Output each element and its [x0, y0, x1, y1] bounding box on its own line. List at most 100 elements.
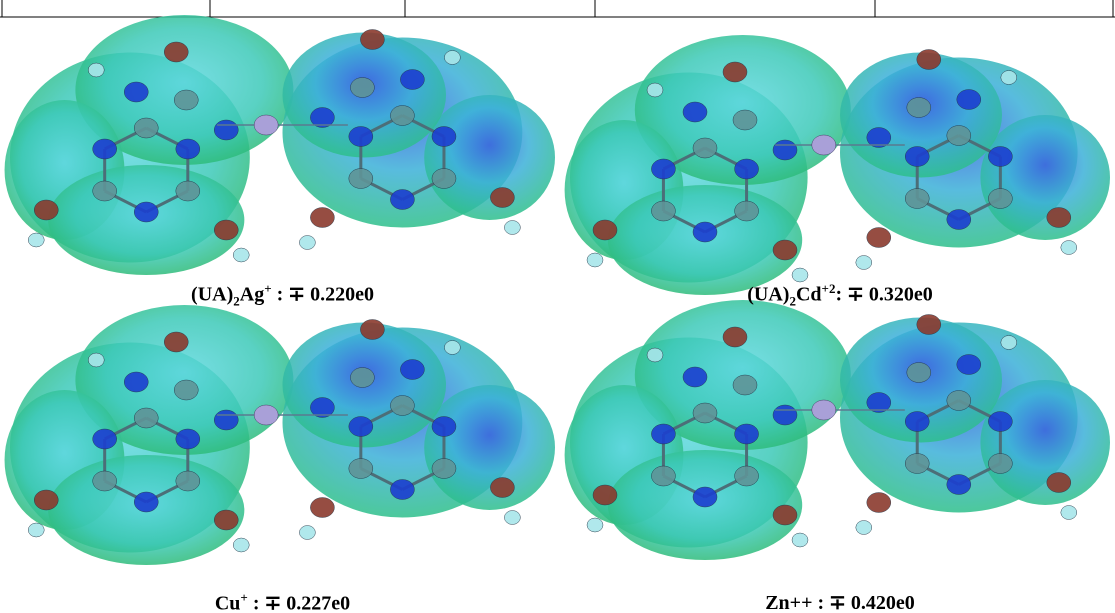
atom: [310, 208, 334, 228]
atom: [124, 82, 148, 102]
atom: [988, 412, 1012, 432]
atom: [214, 220, 238, 240]
atom: [444, 341, 460, 355]
atom: [735, 424, 759, 444]
atom: [174, 90, 198, 110]
atom: [593, 220, 617, 240]
atom: [907, 363, 931, 383]
atom: [693, 138, 717, 158]
atom: [773, 405, 797, 425]
atom: [1001, 336, 1017, 350]
atom: [947, 475, 971, 495]
atom: [390, 396, 414, 416]
atom: [214, 410, 238, 430]
atom: [176, 139, 200, 159]
atom: [587, 518, 603, 532]
atom: [905, 454, 929, 474]
atom: [905, 147, 929, 167]
atom: [400, 360, 424, 380]
atom: [134, 118, 158, 138]
atom: [164, 332, 188, 352]
atom: [400, 70, 424, 90]
atom: [651, 466, 675, 486]
atom: [349, 459, 373, 479]
atom: [733, 110, 757, 130]
atom: [723, 327, 747, 347]
atom: [693, 222, 717, 242]
atom: [28, 523, 44, 537]
atom: [299, 526, 315, 540]
atom: [957, 355, 981, 375]
atom: [651, 159, 675, 179]
atom: [176, 181, 200, 201]
atom: [593, 485, 617, 505]
atom: [134, 492, 158, 512]
atom: [587, 253, 603, 267]
atom: [792, 533, 808, 547]
atom: [773, 505, 797, 525]
atom: [1061, 241, 1077, 255]
atom: [693, 403, 717, 423]
atom: [88, 63, 104, 77]
atom: [34, 490, 58, 510]
atom: [867, 228, 891, 248]
atom: [988, 147, 1012, 167]
atom: [93, 139, 117, 159]
caption-part: Cu: [215, 593, 241, 613]
atom: [299, 236, 315, 250]
atom: [164, 42, 188, 62]
molecule-image: [565, 300, 1110, 560]
atom: [917, 50, 941, 70]
atom: [349, 127, 373, 147]
atom: [733, 375, 757, 395]
atom: [28, 233, 44, 247]
atom: [134, 408, 158, 428]
atom: [444, 51, 460, 65]
atom: [432, 417, 456, 437]
caption-part: +: [264, 281, 271, 296]
atom: [957, 90, 981, 110]
metal-atom: [812, 135, 836, 155]
atom: [310, 498, 334, 518]
atom: [867, 493, 891, 513]
metal-atom: [812, 400, 836, 420]
atom: [1061, 506, 1077, 520]
atom: [947, 391, 971, 411]
atom: [1047, 473, 1071, 493]
caption: Cu+ : ∓ 0.227e0: [215, 590, 350, 613]
table-fragment: [0, 0, 1115, 17]
atom: [856, 256, 872, 270]
atom: [651, 424, 675, 444]
atom: [176, 429, 200, 449]
atom: [350, 368, 374, 388]
atom: [651, 201, 675, 221]
atom: [988, 454, 1012, 474]
atom: [124, 372, 148, 392]
caption-part: : ∓ 0.227e0: [248, 593, 350, 613]
atom: [174, 380, 198, 400]
atom: [233, 248, 249, 262]
caption-part: (UA): [191, 284, 233, 306]
metal-atom: [254, 405, 278, 425]
caption-part: : ∓ 0.220e0: [272, 284, 374, 306]
atom: [93, 181, 117, 201]
caption: Zn++ : ∓ 0.420e0: [765, 590, 915, 613]
atom: [647, 83, 663, 97]
molecule-image: [5, 15, 555, 275]
metal-atom: [254, 115, 278, 135]
atom: [432, 169, 456, 189]
atom: [905, 189, 929, 209]
atom: [947, 126, 971, 146]
atom: [390, 480, 414, 500]
caption-part: Zn++ : ∓ 0.420e0: [765, 592, 915, 613]
atom: [176, 471, 200, 491]
atom: [490, 478, 514, 498]
atom: [683, 102, 707, 122]
atom: [214, 510, 238, 530]
atom: [735, 466, 759, 486]
atom: [432, 459, 456, 479]
atom: [988, 189, 1012, 209]
atom: [360, 320, 384, 340]
atom: [905, 412, 929, 432]
figure: [0, 0, 1115, 613]
